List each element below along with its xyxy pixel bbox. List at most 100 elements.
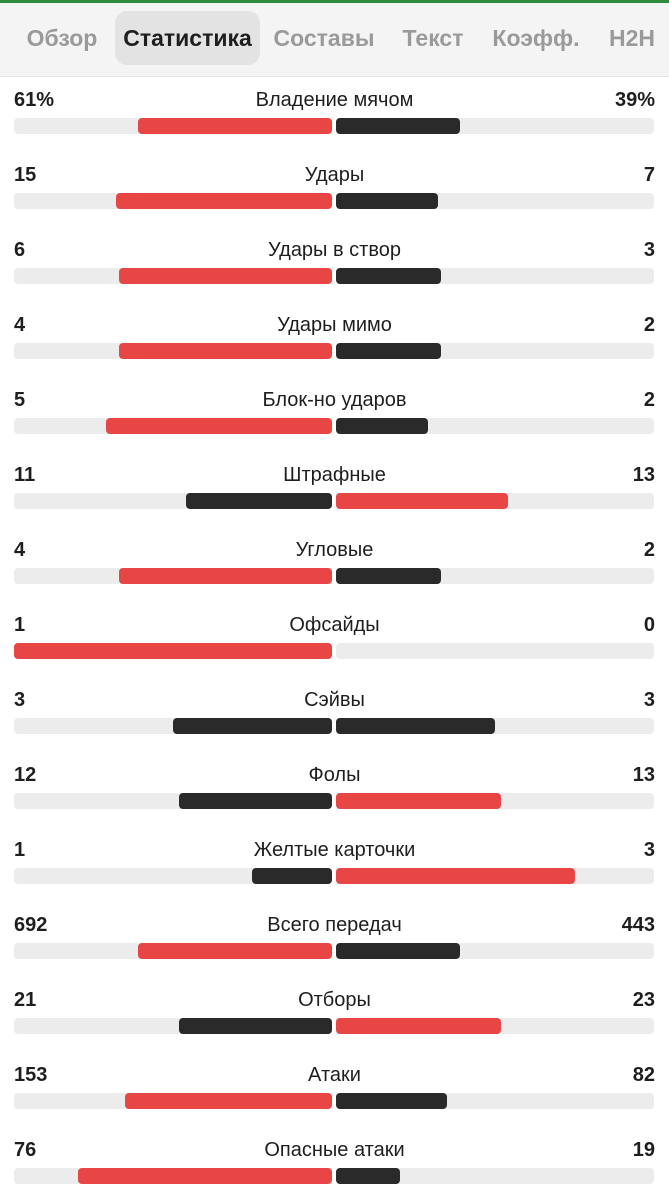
home-bar: [125, 1093, 332, 1109]
tab-statistics[interactable]: Статистика: [115, 11, 260, 65]
home-value: 3: [14, 689, 26, 711]
stat-row: 11 Штрафные 13: [0, 452, 669, 527]
away-bar-track: [336, 1018, 654, 1034]
away-bar: [336, 943, 460, 959]
away-bar-track: [336, 943, 654, 959]
home-value: 12: [14, 764, 37, 786]
away-value: 2: [643, 539, 655, 561]
home-bar-track: [14, 1018, 332, 1034]
home-bar: [179, 1018, 332, 1034]
home-bar: [14, 643, 332, 659]
home-bar-track: [14, 793, 332, 809]
stat-label: Удары мимо: [277, 314, 392, 336]
away-bar: [336, 343, 441, 359]
home-bar: [179, 793, 332, 809]
away-value: 3: [643, 839, 655, 861]
away-value: 443: [621, 914, 655, 936]
away-bar-track: [336, 268, 654, 284]
stat-row: 76 Опасные атаки 19: [0, 1127, 669, 1202]
away-bar: [336, 568, 441, 584]
stat-row: 5 Блок-но ударов 2: [0, 377, 669, 452]
away-value: 13: [632, 464, 655, 486]
away-bar: [336, 1168, 400, 1184]
home-bar: [116, 193, 332, 209]
stat-row: 12 Фолы 13: [0, 752, 669, 827]
away-bar: [336, 868, 575, 884]
stat-label: Офсайды: [289, 614, 380, 636]
stat-label: Всего передач: [267, 914, 402, 936]
stat-row: 153 Атаки 82: [0, 1052, 669, 1127]
away-bar: [336, 1093, 447, 1109]
away-bar-track: [336, 1168, 654, 1184]
home-bar: [78, 1168, 332, 1184]
stat-row: 1 Желтые карточки 3: [0, 827, 669, 902]
tab-bar: Обзор Статистика Составы Текст Коэфф. H2…: [0, 3, 669, 77]
tab-text[interactable]: Текст: [402, 25, 464, 51]
home-bar-track: [14, 1168, 332, 1184]
away-bar: [336, 418, 428, 434]
away-bar-track: [336, 493, 654, 509]
home-value: 4: [14, 314, 26, 336]
stat-row: 1 Офсайды 0: [0, 602, 669, 677]
home-bar: [186, 493, 332, 509]
home-value: 6: [14, 239, 26, 261]
away-value: 2: [643, 389, 655, 411]
home-value: 11: [14, 464, 36, 486]
tab-lineups[interactable]: Составы: [273, 25, 375, 51]
stat-label: Отборы: [298, 989, 371, 1011]
stat-label: Желтые карточки: [253, 839, 416, 861]
home-value: 692: [14, 914, 48, 936]
away-value: 19: [632, 1139, 655, 1161]
stat-label: Владение мячом: [255, 89, 414, 111]
stat-label: Блок-но ударов: [262, 389, 407, 411]
statistics-list: 61% Владение мячом 39% 15 Удары 7 6 Удары в ств…: [0, 77, 669, 1202]
away-value: 2: [643, 314, 655, 336]
tab-overview[interactable]: Обзор: [26, 25, 98, 51]
away-value: 0: [643, 614, 655, 636]
home-bar-track: [14, 943, 332, 959]
home-bar: [119, 343, 332, 359]
home-bar-track: [14, 868, 332, 884]
away-bar-track: [336, 568, 654, 584]
stat-row: 15 Удары 7: [0, 152, 669, 227]
away-value: 82: [632, 1064, 655, 1086]
away-bar-track: [336, 118, 654, 134]
home-value: 153: [14, 1064, 48, 1086]
home-value: 1: [14, 614, 26, 636]
home-value: 21: [14, 989, 37, 1011]
stat-label: Штрафные: [283, 464, 386, 486]
stat-label: Опасные атаки: [264, 1139, 405, 1161]
home-bar-track: [14, 718, 332, 734]
away-bar: [336, 793, 501, 809]
home-value: 5: [14, 389, 26, 411]
home-bar-track: [14, 193, 332, 209]
away-value: 3: [643, 689, 655, 711]
away-value: 39%: [614, 89, 655, 111]
stat-label: Фолы: [308, 764, 361, 786]
home-bar: [119, 268, 332, 284]
home-bar: [173, 718, 332, 734]
tab-odds[interactable]: Коэфф.: [492, 25, 580, 51]
home-bar-track: [14, 1093, 332, 1109]
top-accent-line: [0, 0, 669, 3]
away-bar-track: [336, 343, 654, 359]
tab-h2h[interactable]: H2H: [608, 25, 655, 51]
away-bar-track: [336, 718, 654, 734]
away-bar: [336, 1018, 501, 1034]
stat-label: Угловые: [295, 539, 374, 561]
home-bar-track: [14, 118, 332, 134]
away-bar: [336, 493, 508, 509]
home-value: 1: [14, 839, 26, 861]
away-bar-track: [336, 643, 654, 659]
stat-row: 21 Отборы 23: [0, 977, 669, 1052]
away-bar: [336, 118, 460, 134]
stat-row: 4 Удары мимо 2: [0, 302, 669, 377]
home-bar-track: [14, 418, 332, 434]
away-bar: [336, 193, 438, 209]
away-bar: [336, 718, 495, 734]
away-value: 23: [632, 989, 655, 1011]
away-bar-track: [336, 418, 654, 434]
home-bar-track: [14, 343, 332, 359]
home-bar-track: [14, 268, 332, 284]
stat-row: 61% Владение мячом 39%: [0, 77, 669, 152]
